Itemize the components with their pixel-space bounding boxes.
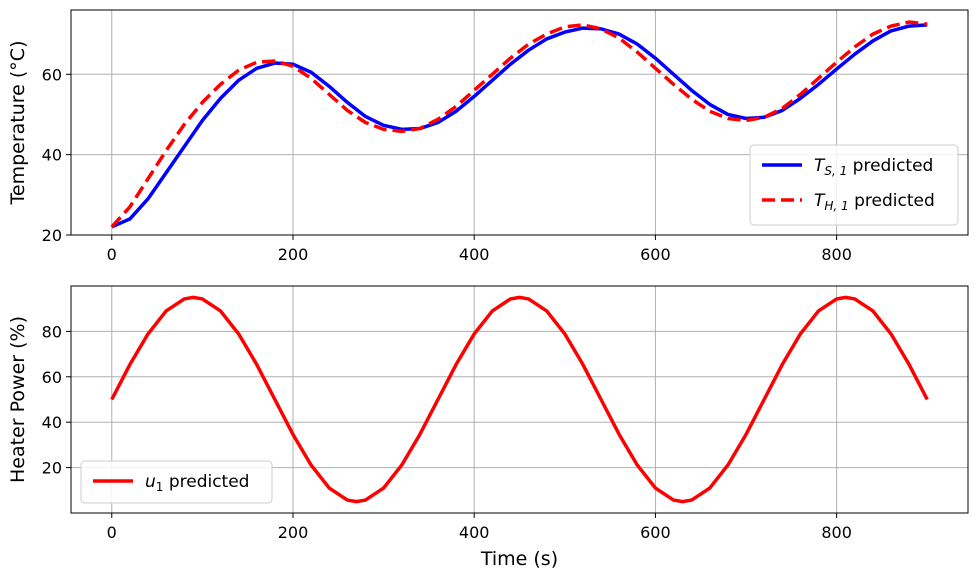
legend-label: TH, 1 predicted [814,191,935,213]
x-tick-label: 400 [459,523,490,542]
y-axis-label: Temperature (°C) [7,41,29,206]
y-tick-label: 40 [42,413,62,432]
legend-label: TS, 1 predicted [814,156,933,178]
legend-box [80,460,273,504]
x-tick-label: 0 [107,523,117,542]
legend: u1 predicted [80,460,273,504]
y-tick-label: 80 [42,322,62,341]
x-tick-label: 200 [278,245,309,264]
y-tick-label: 60 [42,368,62,387]
y-tick-label: 40 [42,146,62,165]
x-tick-label: 800 [821,245,852,264]
subplot-2: 0 200 400 600 800 20 40 60 80 Heater Power (%) Tim… [7,285,969,570]
y-tick-label: 20 [42,459,62,478]
y-tick-label: 60 [42,65,62,84]
axes-frame [70,9,969,236]
series-line-1 [111,23,928,229]
y-axis-label: Heater Power (%) [7,316,29,483]
x-tick-label: 800 [821,523,852,542]
series-line-2 [110,20,928,229]
x-axis-label: Time (s) [480,548,558,570]
axes-frame [70,285,969,514]
x-tick-label: 600 [640,245,671,264]
series-line-1 [110,295,929,504]
legend-label: u1 predicted [145,472,249,494]
legend: TS, 1 predicted TH, 1 predicted [749,144,959,226]
x-tick-label: 400 [459,245,490,264]
y-tick-label: 20 [42,226,62,245]
x-tick-label: 0 [107,245,117,264]
x-tick-label: 600 [640,523,671,542]
x-tick-label: 200 [278,523,309,542]
subplot-1: 0 200 400 600 800 20 40 60 Temperature (°C) TS, 1… [7,9,969,264]
